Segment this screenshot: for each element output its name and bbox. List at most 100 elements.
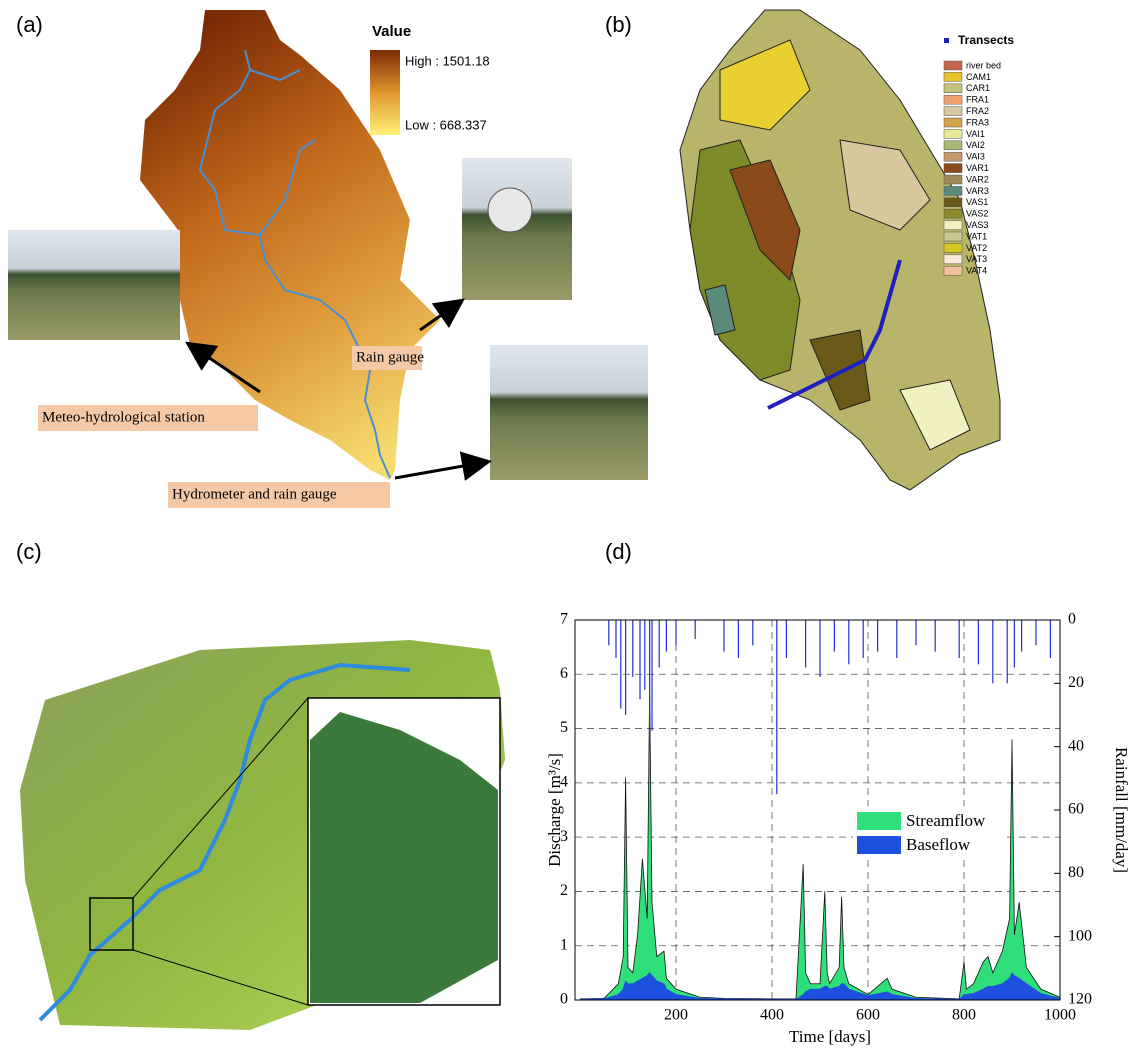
legend-label: CAM1 (966, 72, 991, 82)
x-axis-label: Time [days] (789, 1027, 871, 1046)
y2-tick-label: 120 (1068, 991, 1092, 1008)
y-tick-label: 7 (560, 611, 568, 628)
x-tick-label: 200 (664, 1007, 688, 1024)
map-patch (729, 159, 801, 282)
transect (767, 259, 902, 410)
map-patch (704, 284, 736, 336)
legend-label: VAR3 (966, 186, 989, 196)
panel-label: (b) (605, 12, 632, 37)
map-patch (719, 39, 811, 131)
y-tick-label: 5 (560, 719, 568, 736)
annotation: Meteo-hydrological station (42, 409, 205, 425)
map-patch (809, 329, 871, 411)
area-fill (580, 972, 1060, 1000)
legend-label: Streamflow (906, 811, 986, 830)
legend-label: VAI2 (966, 140, 985, 150)
transect-key (944, 38, 949, 43)
legend-swatch (943, 129, 963, 139)
arrow (394, 451, 492, 481)
legend-swatch (943, 197, 963, 208)
legend-swatch (857, 836, 901, 854)
legend-swatch (943, 140, 963, 151)
legend-swatch (943, 231, 963, 242)
legend-swatch (943, 94, 963, 105)
legend-swatch (943, 220, 963, 230)
y-tick-label: 0 (560, 991, 568, 1008)
inset-box (89, 897, 134, 951)
annotation: Rain gauge (356, 349, 424, 365)
panel-label: (d) (605, 539, 632, 564)
legend-swatch (943, 163, 963, 173)
legend-label: FRA2 (966, 106, 989, 116)
x-tick-label: 800 (952, 1007, 976, 1024)
y-tick-label: 1 (560, 936, 568, 953)
legend-label: VAS1 (966, 197, 988, 207)
y2-tick-label: 40 (1068, 737, 1084, 754)
gauge-icon (487, 187, 533, 233)
legend-ramp (370, 50, 400, 135)
legend-swatch (857, 812, 901, 830)
legend-title: Transects (958, 33, 1014, 47)
photo-station (8, 230, 180, 340)
legend-label: VAT3 (966, 254, 987, 264)
river (198, 49, 391, 479)
x-tick-label: 600 (856, 1007, 880, 1024)
y-tick-label: 3 (560, 828, 568, 845)
area-fill (580, 690, 1060, 1000)
inset-terrain (310, 712, 498, 1003)
legend-label: river bed (966, 60, 1001, 70)
panel-label: (a) (16, 12, 43, 37)
y2-axis-label: Rainfall [mm/day] (1112, 747, 1131, 873)
y-axis-label: Discharge [m³/s] (545, 753, 564, 867)
y2-tick-label: 0 (1068, 611, 1076, 628)
legend-low: Low : 668.337 (405, 117, 487, 132)
y2-tick-label: 100 (1068, 927, 1092, 944)
legend-label: VAI1 (966, 129, 985, 139)
legend-label: VAS2 (966, 209, 988, 219)
x-tick-label: 1000 (1044, 1007, 1076, 1024)
legend-swatch (943, 265, 963, 276)
tag-bg (38, 405, 258, 431)
map-patch (899, 379, 971, 451)
legend-swatch (943, 60, 963, 71)
legend-title: Value (372, 23, 411, 40)
inset-line (132, 697, 309, 899)
panel-c (20, 640, 505, 1030)
legend-label: VAI3 (966, 152, 985, 162)
panel-label: (c) (16, 539, 42, 564)
y-tick-label: 6 (560, 665, 568, 682)
legend-swatch (943, 186, 963, 196)
legend-label: VAT4 (966, 266, 987, 276)
arrow (419, 298, 465, 332)
plot-frame (574, 619, 1061, 1001)
legend-label: VAT1 (966, 231, 987, 241)
photo-hydrometer (490, 345, 648, 480)
tag-bg (168, 482, 390, 508)
legend-label: VAR1 (966, 163, 989, 173)
legend-label: VAR2 (966, 174, 989, 184)
annotation: Hydrometer and rain gauge (172, 486, 337, 502)
legend-label: CAR1 (966, 83, 990, 93)
inset-line (132, 949, 309, 1006)
map-patch (839, 139, 931, 231)
legend-swatch (943, 254, 963, 265)
y2-tick-label: 20 (1068, 674, 1084, 691)
legend-label: FRA1 (966, 95, 989, 105)
legend-swatch (943, 106, 963, 116)
area-line (579, 972, 1061, 1000)
legend-swatch (943, 72, 963, 82)
tag-bg (352, 346, 422, 370)
legend-high: High : 1501.18 (405, 53, 490, 68)
legend-swatch (943, 151, 963, 162)
legend-swatch (943, 174, 963, 185)
y-tick-label: 2 (560, 882, 568, 899)
arrow (185, 341, 261, 394)
area-line (579, 690, 1061, 1000)
y-tick-label: 4 (560, 774, 568, 791)
river (38, 662, 411, 1022)
panel-a: Value High : 1501.18 Low : 668.337 Rain … (8, 10, 648, 508)
legend-label: Baseflow (906, 835, 971, 854)
